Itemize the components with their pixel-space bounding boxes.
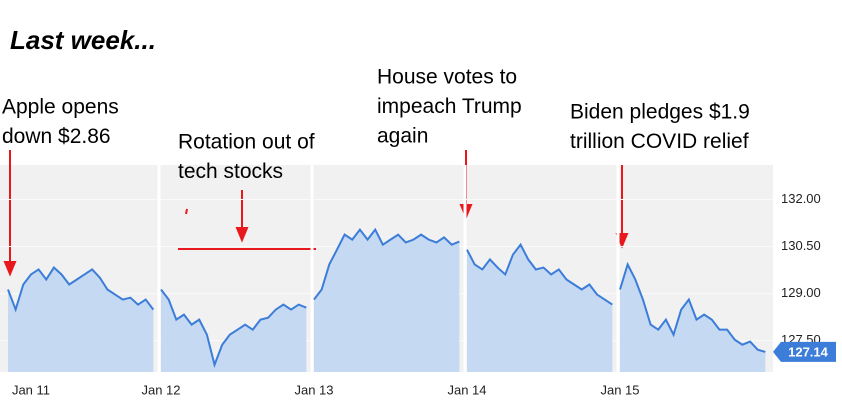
area	[620, 264, 766, 372]
area	[314, 229, 460, 372]
x-tick-label: Jan 13	[294, 382, 333, 397]
annotation: Biden pledges $1.9	[570, 101, 750, 124]
y-tick-label: 129.00	[781, 285, 821, 300]
annotation: House votes to	[377, 66, 517, 89]
arrow-head	[3, 261, 17, 277]
y-tick-label: 130.50	[781, 238, 821, 253]
y-tick-label: 132.00	[781, 191, 821, 206]
price-line	[313, 227, 460, 301]
last-price-label: 127.14	[788, 344, 829, 359]
x-tick-label: Jan 11	[12, 382, 50, 397]
chart-title: Last week...	[10, 25, 156, 55]
price-line	[160, 288, 307, 369]
marker-tick	[185, 208, 188, 215]
price-line	[466, 242, 613, 306]
x-tick-label: Jan 14	[447, 382, 486, 397]
last-price-badge	[773, 341, 836, 362]
annotation: trillion COVID relief	[570, 130, 749, 153]
area	[467, 244, 613, 372]
area	[161, 289, 307, 372]
area	[8, 267, 154, 372]
annotation: impeach Trump	[377, 95, 522, 118]
annotation: again	[377, 125, 428, 148]
annotation: down $2.86	[2, 125, 111, 148]
price-line	[619, 261, 766, 353]
price-line	[7, 266, 155, 313]
x-tick-label: Jan 12	[141, 382, 180, 397]
arrow-head	[235, 227, 249, 243]
annotation: tech stocks	[178, 160, 283, 183]
x-tick-label: Jan 15	[600, 382, 639, 397]
annotation: Apple opens	[2, 96, 119, 119]
annotation: Rotation out of	[178, 131, 315, 154]
